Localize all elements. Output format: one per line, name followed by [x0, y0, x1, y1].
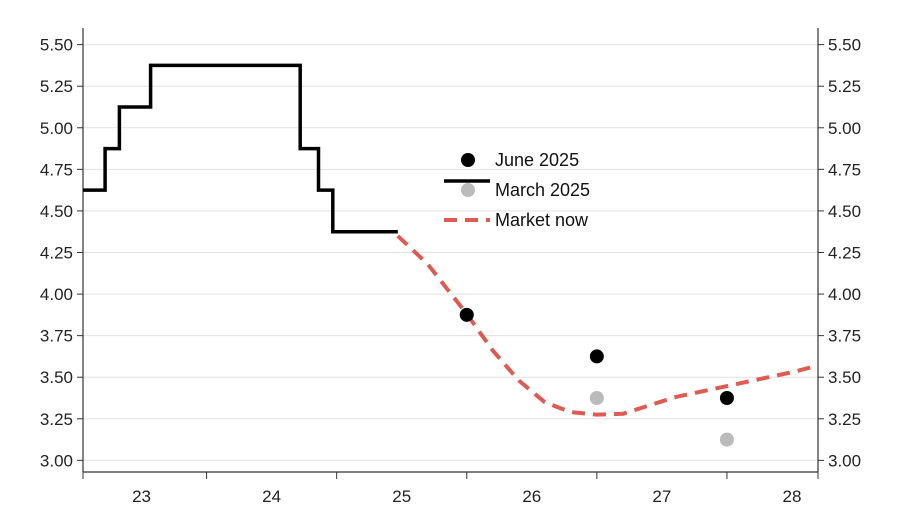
- policy-rate-step-line: [83, 63, 398, 234]
- y-tick-label-right: 3.00: [828, 451, 861, 470]
- y-tick-label-right: 5.00: [828, 119, 861, 138]
- x-tick-label-28: 28: [783, 487, 802, 506]
- y-tick-label-left: 4.75: [40, 160, 73, 179]
- y-tick-label-left: 4.25: [40, 243, 73, 262]
- x-axis: 23 24 25 26 27 28: [82, 472, 819, 506]
- y-tick-label-left: 3.75: [40, 327, 73, 346]
- x-tick-label-24: 24: [262, 487, 281, 506]
- legend: June 2025 March 2025 Market now: [444, 150, 590, 230]
- y-tick-label-left: 4.00: [40, 285, 73, 304]
- y-tick-label-right: 4.75: [828, 160, 861, 179]
- x-tick-label-27: 27: [652, 487, 671, 506]
- y-tick-label-right: 3.50: [828, 368, 861, 387]
- june-2025-point: [589, 349, 604, 364]
- june-2025-point: [719, 391, 734, 405]
- y-tick-label-right: 4.00: [828, 285, 861, 304]
- y-tick-label-left: 5.50: [40, 36, 73, 55]
- march-2025-point: [719, 432, 734, 447]
- x-tick-label-25: 25: [392, 487, 411, 506]
- y-axis-right: 3.00 3.25 3.50 3.75 4.00 4.25 4.50 4.75 5.00 5.25…: [818, 36, 861, 470]
- grid-lines: [83, 44, 818, 461]
- y-tick-label-left: 5.00: [40, 119, 73, 138]
- y-tick-label-right: 3.75: [828, 327, 861, 346]
- legend-label-march-2025: March 2025: [495, 180, 590, 200]
- x-tick-label-23: 23: [132, 487, 151, 506]
- y-tick-label-left: 5.25: [40, 77, 73, 96]
- y-tick-label-left: 3.50: [40, 368, 73, 387]
- y-tick-label-left: 3.25: [40, 410, 73, 429]
- legend-label-june-2025: June 2025: [495, 150, 579, 170]
- y-tick-label-left: 4.50: [40, 202, 73, 221]
- axes: [82, 28, 819, 473]
- june-2025-point: [459, 307, 474, 322]
- legend-march-2025-dot: [461, 183, 475, 197]
- y-axis-left: 3.00 3.25 3.50 3.75 4.00 4.25 4.50 4.75 5.00 5.25…: [40, 36, 83, 470]
- y-tick-label-right: 3.25: [828, 410, 861, 429]
- y-tick-label-right: 5.50: [828, 36, 861, 55]
- march-2025-point: [589, 391, 604, 405]
- y-tick-label-left: 3.00: [40, 451, 73, 470]
- y-tick-label-right: 5.25: [828, 77, 861, 96]
- x-tick-label-26: 26: [522, 487, 541, 506]
- y-tick-label-right: 4.50: [828, 202, 861, 221]
- legend-label-market-now: Market now: [495, 210, 589, 230]
- series-layer: [83, 63, 819, 447]
- market-now-line: [396, 234, 819, 417]
- legend-june-2025-dot: [461, 153, 475, 167]
- y-tick-label-right: 4.25: [828, 243, 861, 262]
